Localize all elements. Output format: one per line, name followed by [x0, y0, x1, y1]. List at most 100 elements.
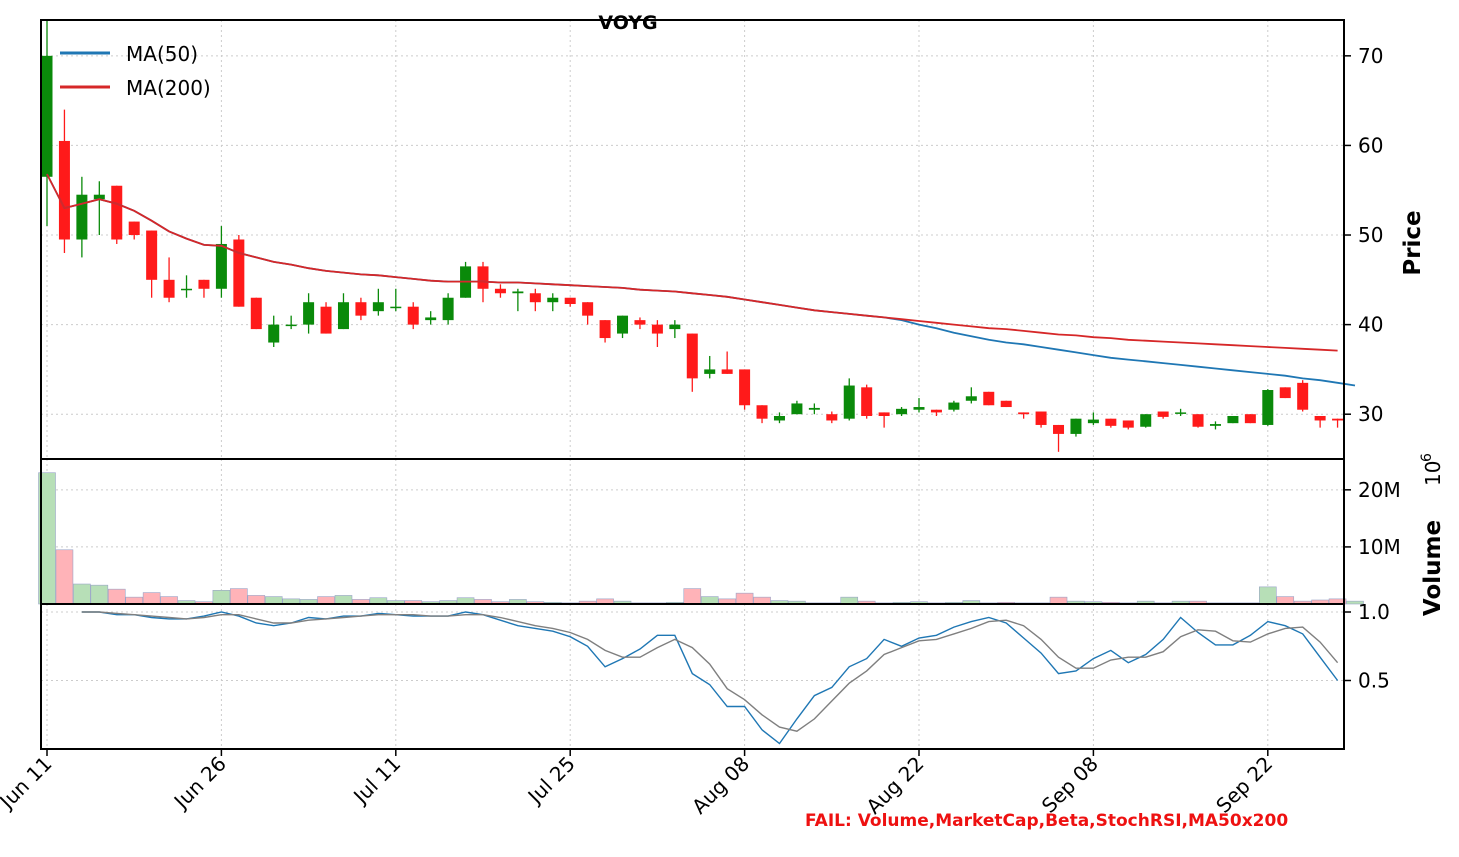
candle-body [128, 221, 140, 236]
volume-bar [1259, 586, 1277, 605]
volume-axes-frame [40, 458, 1345, 605]
candle [320, 302, 332, 334]
price-tick-label: 50 [1358, 223, 1383, 247]
candle [983, 391, 995, 406]
candle [634, 317, 646, 330]
volume-bar [840, 596, 859, 605]
candle [582, 302, 594, 325]
candle [128, 221, 140, 240]
candle [268, 315, 280, 348]
volume-bars [38, 472, 1364, 605]
candle [547, 293, 559, 312]
price-tick-label: 70 [1358, 44, 1383, 68]
candle-body [146, 230, 158, 280]
candle [948, 400, 960, 412]
candle [721, 351, 733, 374]
candle [739, 369, 751, 410]
volume-bar [160, 596, 178, 605]
candle [756, 405, 768, 424]
candle [407, 302, 419, 330]
candle-body [512, 291, 524, 294]
candle-body [285, 324, 297, 327]
candle-body [739, 369, 751, 406]
candle [1157, 411, 1169, 419]
x-tick-label: Sep 08 [1037, 752, 1103, 818]
candle-body [41, 55, 53, 177]
candle-body [1035, 411, 1047, 425]
candle-body [721, 369, 733, 374]
candle-body [250, 297, 262, 330]
candle-body [1157, 411, 1169, 417]
oscillator-line-slow [81, 611, 1339, 732]
volume-bar [735, 592, 754, 605]
volume-bar [90, 584, 109, 605]
candle [599, 320, 611, 343]
candle [355, 297, 367, 321]
candle-body [808, 407, 820, 410]
candle [494, 284, 506, 298]
candle-body [233, 239, 245, 307]
volume-bar [683, 588, 702, 605]
candle [791, 400, 803, 415]
candle [773, 412, 785, 424]
volume-bar [73, 583, 91, 605]
price-grid [41, 20, 1344, 459]
candle [1087, 412, 1099, 425]
candle [163, 257, 175, 303]
candle-body [1262, 390, 1274, 425]
oscillator-tick-label: 1.0 [1358, 600, 1390, 624]
candle [41, 20, 53, 227]
volume-tick-label: 10M [1358, 535, 1401, 559]
fail-status-text: FAIL: Volume,MarketCap,Beta,StochRSI,MA5… [805, 811, 1288, 831]
volume-exponent-base: 10 [1421, 461, 1445, 486]
candle-body [1279, 387, 1291, 399]
volume-exponent: 10 6 [1419, 453, 1445, 486]
candle [233, 235, 245, 307]
volume-panel: 10M 20M Volume 10 6 [38, 453, 1446, 616]
volume-bar [230, 588, 248, 605]
candle-body [948, 402, 960, 410]
candle [372, 288, 384, 316]
oscillator-grid [41, 604, 1344, 749]
candle [181, 275, 193, 298]
oscillator-panel: 0.5 1.0 [40, 600, 1390, 750]
legend: MA(50) MA(200) [60, 42, 211, 100]
price-tick-label: 60 [1358, 133, 1383, 157]
price-axis-label: Price [1400, 210, 1426, 275]
candle [1297, 380, 1309, 412]
volume-bar [264, 596, 283, 605]
candle [1279, 387, 1291, 399]
volume-bar [1049, 596, 1068, 605]
candle [1192, 414, 1204, 428]
candle [826, 411, 838, 424]
candle [930, 409, 942, 416]
candle [564, 297, 576, 307]
oscillator-axes-frame [40, 603, 1345, 750]
candle-body [1122, 420, 1134, 428]
candle [1262, 389, 1274, 426]
candle-body [1105, 418, 1117, 426]
candle-body [1297, 382, 1309, 410]
candle [843, 378, 855, 421]
candle [337, 293, 349, 330]
candle-body [1209, 424, 1221, 426]
candle [669, 320, 681, 339]
candle [1209, 421, 1221, 430]
price-candles [41, 20, 1344, 452]
volume-tick-label: 20M [1358, 478, 1401, 502]
candle-body [93, 194, 105, 200]
x-tick-label: Aug 22 [861, 752, 928, 819]
volume-bar [1346, 600, 1364, 605]
candle-body [1087, 419, 1099, 424]
price-y-ticks: 30 40 50 60 70 [1344, 44, 1383, 426]
candle-body [930, 409, 942, 413]
candle [1332, 418, 1344, 428]
candle [1105, 418, 1117, 428]
candle-body [861, 387, 873, 416]
candle [250, 297, 262, 330]
candle-body [390, 306, 402, 309]
volume-bar [334, 595, 353, 605]
candle [808, 403, 820, 415]
